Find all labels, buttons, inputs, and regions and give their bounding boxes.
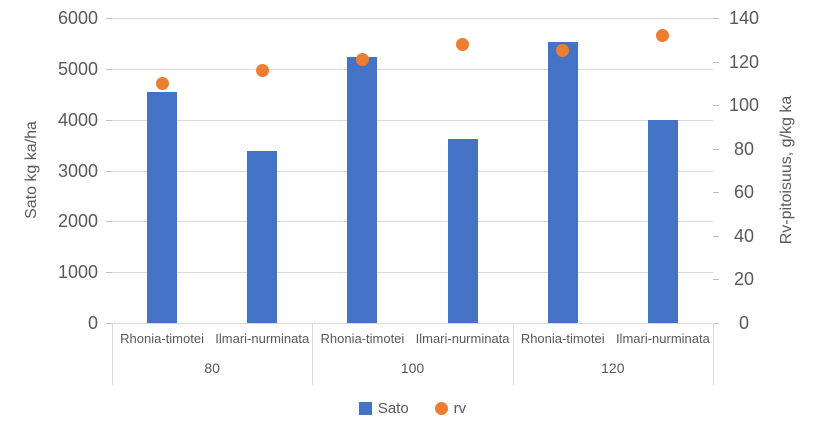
- category-label: Ilmari-nurminata: [415, 331, 510, 346]
- rv-point: [656, 28, 670, 42]
- legend-label-rv: rv: [453, 399, 467, 417]
- gridline: [112, 18, 713, 19]
- left-axis-tick: [106, 323, 112, 324]
- legend-item-sato: Sato: [358, 399, 409, 417]
- group-label: 120: [601, 360, 625, 376]
- bar-sato: [447, 138, 478, 323]
- left-axis-tick: [106, 221, 112, 223]
- rv-point: [556, 44, 570, 58]
- left-axis-tick: [106, 119, 112, 121]
- category-label: Rhonia-timotei: [520, 331, 605, 346]
- bar-sato: [347, 57, 378, 323]
- right-axis-tick: [713, 61, 719, 63]
- right-axis-tick: [713, 18, 719, 19]
- right-axis-tick-label: 120: [728, 51, 760, 72]
- left-axis-tick-label: 2000: [57, 211, 98, 232]
- left-axis-tick: [106, 170, 112, 172]
- right-axis-tick-label: 140: [728, 8, 760, 28]
- gridline: [112, 272, 713, 274]
- gridline: [112, 119, 713, 121]
- group-separator: [112, 323, 113, 385]
- left-axis-tick-label: 3000: [57, 160, 98, 181]
- category-axis-line: [112, 323, 714, 324]
- left-axis-tick-label: 5000: [57, 58, 98, 79]
- legend-label-sato: Sato: [377, 399, 409, 417]
- rv-point: [456, 37, 470, 51]
- rv-point: [155, 76, 169, 90]
- right-axis-tick: [713, 148, 719, 150]
- group-label: 100: [400, 360, 425, 376]
- group-separator: [512, 323, 514, 385]
- right-axis-tick: [713, 105, 719, 107]
- group-label: 80: [204, 360, 220, 376]
- legend: Sato rv: [112, 395, 713, 421]
- right-axis-tick-label: 40: [733, 225, 755, 246]
- right-axis-tick: [713, 235, 719, 237]
- bar-sato: [647, 119, 678, 323]
- group-separator: [713, 323, 714, 385]
- right-axis-tick: [713, 279, 719, 281]
- group-separator: [312, 323, 314, 385]
- left-axis-tick: [106, 68, 112, 70]
- right-axis-title: Rv-pitoisuus, g/kg ka: [778, 95, 795, 245]
- right-axis-tick: [713, 323, 719, 324]
- left-axis-tick-label: 6000: [57, 8, 98, 28]
- right-axis-tick-label: 80: [733, 138, 755, 159]
- bar-sato: [547, 41, 578, 323]
- category-label: Ilmari-nurminata: [215, 331, 310, 346]
- gridline: [112, 170, 713, 172]
- legend-item-rv: rv: [434, 399, 467, 417]
- left-axis-tick-label: 4000: [57, 109, 98, 130]
- bar-sato: [247, 151, 278, 323]
- category-label: Rhonia-timotei: [120, 331, 204, 346]
- gridline: [112, 68, 713, 70]
- right-axis-tick: [713, 192, 719, 194]
- right-axis-tick-label: 60: [733, 182, 755, 203]
- category-label: Ilmari-nurminata: [615, 331, 710, 346]
- category-label: Rhonia-timotei: [320, 331, 405, 346]
- left-axis-tick-label: 0: [87, 313, 98, 333]
- rv-series-marker-icon: [434, 401, 448, 415]
- right-axis-tick-label: 100: [728, 95, 760, 116]
- left-axis-tick-label: 1000: [57, 262, 98, 283]
- gridline: [112, 221, 713, 223]
- plot-area: [112, 18, 713, 323]
- left-axis-tick: [106, 18, 112, 19]
- bar-sato: [147, 91, 178, 323]
- rv-point: [255, 63, 269, 77]
- left-axis-tick: [106, 272, 112, 274]
- right-axis-tick-label: 0: [738, 313, 749, 333]
- right-axis-tick-label: 20: [733, 269, 755, 290]
- rv-point: [355, 52, 369, 66]
- sato-series-marker-icon: [358, 401, 372, 415]
